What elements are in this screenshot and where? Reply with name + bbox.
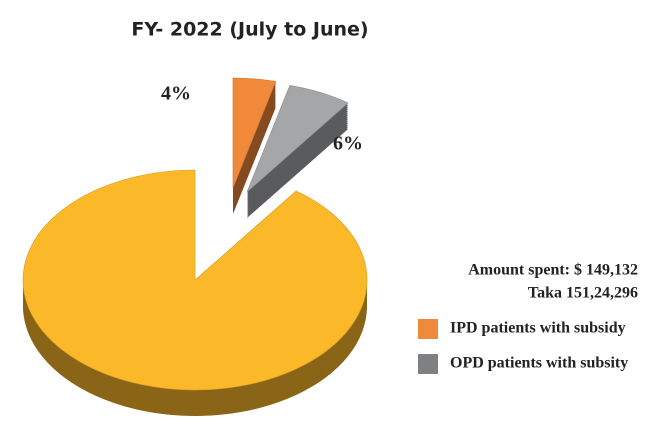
pie-slice [246, 85, 349, 193]
legend-label: OPD patients with subsity [450, 355, 628, 372]
legend-label: IPD patients with subsidy [450, 320, 626, 337]
annotation: Amount spent: $ 149,132 [468, 262, 638, 279]
pie-slice [22, 169, 368, 391]
data-label: 6% [333, 133, 363, 155]
annotation: Taka 151,24,296 [528, 285, 638, 302]
legend-swatch [418, 354, 438, 374]
chart-title: FY- 2022 (July to June) [131, 19, 368, 41]
data-label: 4% [161, 83, 191, 105]
pie-slice [232, 77, 277, 189]
legend-swatch [418, 319, 438, 339]
